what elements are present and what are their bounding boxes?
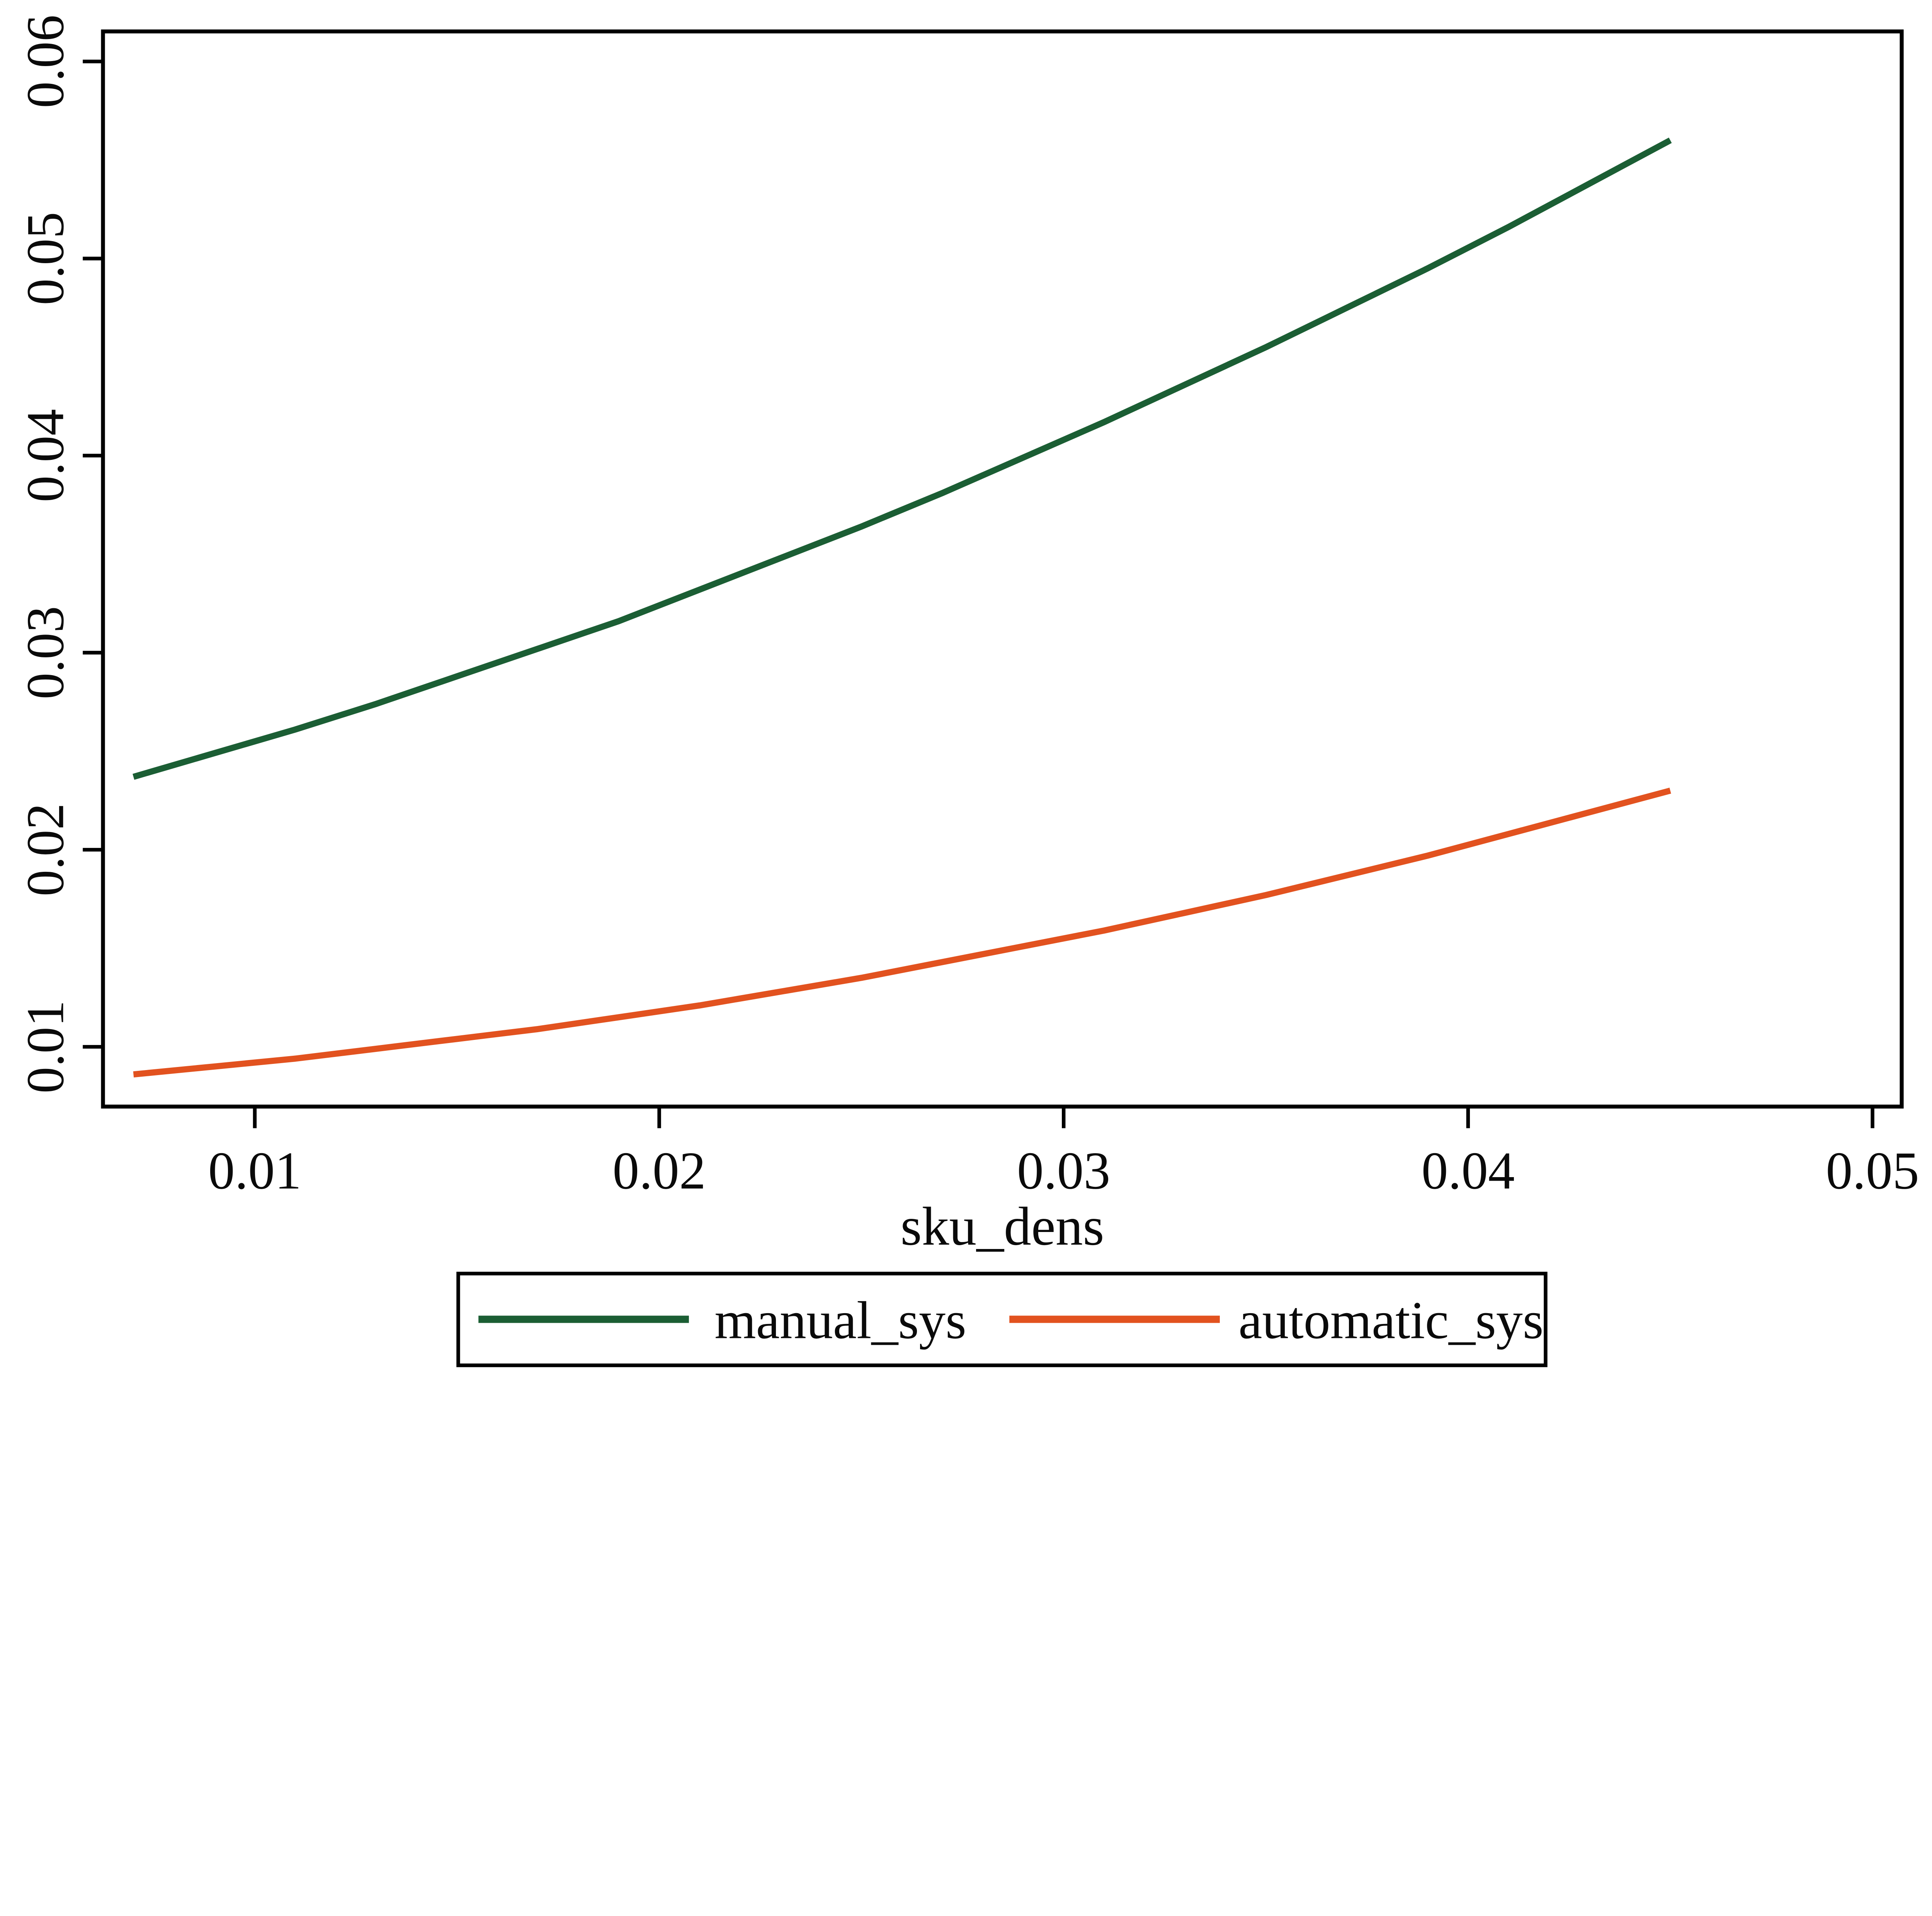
automatic-sys-legend-label: automatic_sys [1238, 1291, 1543, 1350]
x-tick-label: 0.04 [1422, 1141, 1515, 1200]
manual-sys-line [133, 137, 1672, 780]
x-tick-label: 0.05 [1826, 1141, 1919, 1200]
chart-page: 0.01 0.02 0.03 0.04 0.05 0.06 0.01 0.02 … [15, 15, 1919, 1367]
y-axis-labels: 0.01 0.02 0.03 0.04 0.05 0.06 [15, 15, 75, 1093]
y-tick-label: 0.01 [15, 1000, 75, 1093]
x-tick-label: 0.02 [612, 1141, 706, 1200]
y-tick-label: 0.05 [15, 212, 75, 305]
line-chart: 0.01 0.02 0.03 0.04 0.05 0.06 0.01 0.02 … [15, 15, 1919, 1367]
plot-series [133, 137, 1672, 1078]
plot-area [103, 31, 1902, 1107]
automatic-sys-line [133, 788, 1671, 1078]
x-axis-ticks [253, 1106, 1874, 1128]
legend: manual_sys automatic_sys [456, 1271, 1548, 1367]
y-tick-label: 0.02 [15, 803, 75, 896]
y-axis-ticks [83, 60, 103, 1049]
y-tick-label: 0.03 [15, 606, 75, 699]
x-axis-labels: 0.01 0.02 0.03 0.04 0.05 [208, 1141, 1919, 1200]
y-tick-label: 0.06 [15, 15, 75, 108]
plot-frame [101, 29, 1904, 1109]
x-tick-label: 0.03 [1017, 1141, 1110, 1200]
manual-sys-legend-label: manual_sys [714, 1291, 966, 1350]
y-tick-label: 0.04 [15, 409, 75, 502]
x-axis-title: sku_dens [900, 1196, 1104, 1257]
x-tick-label: 0.01 [208, 1141, 301, 1200]
